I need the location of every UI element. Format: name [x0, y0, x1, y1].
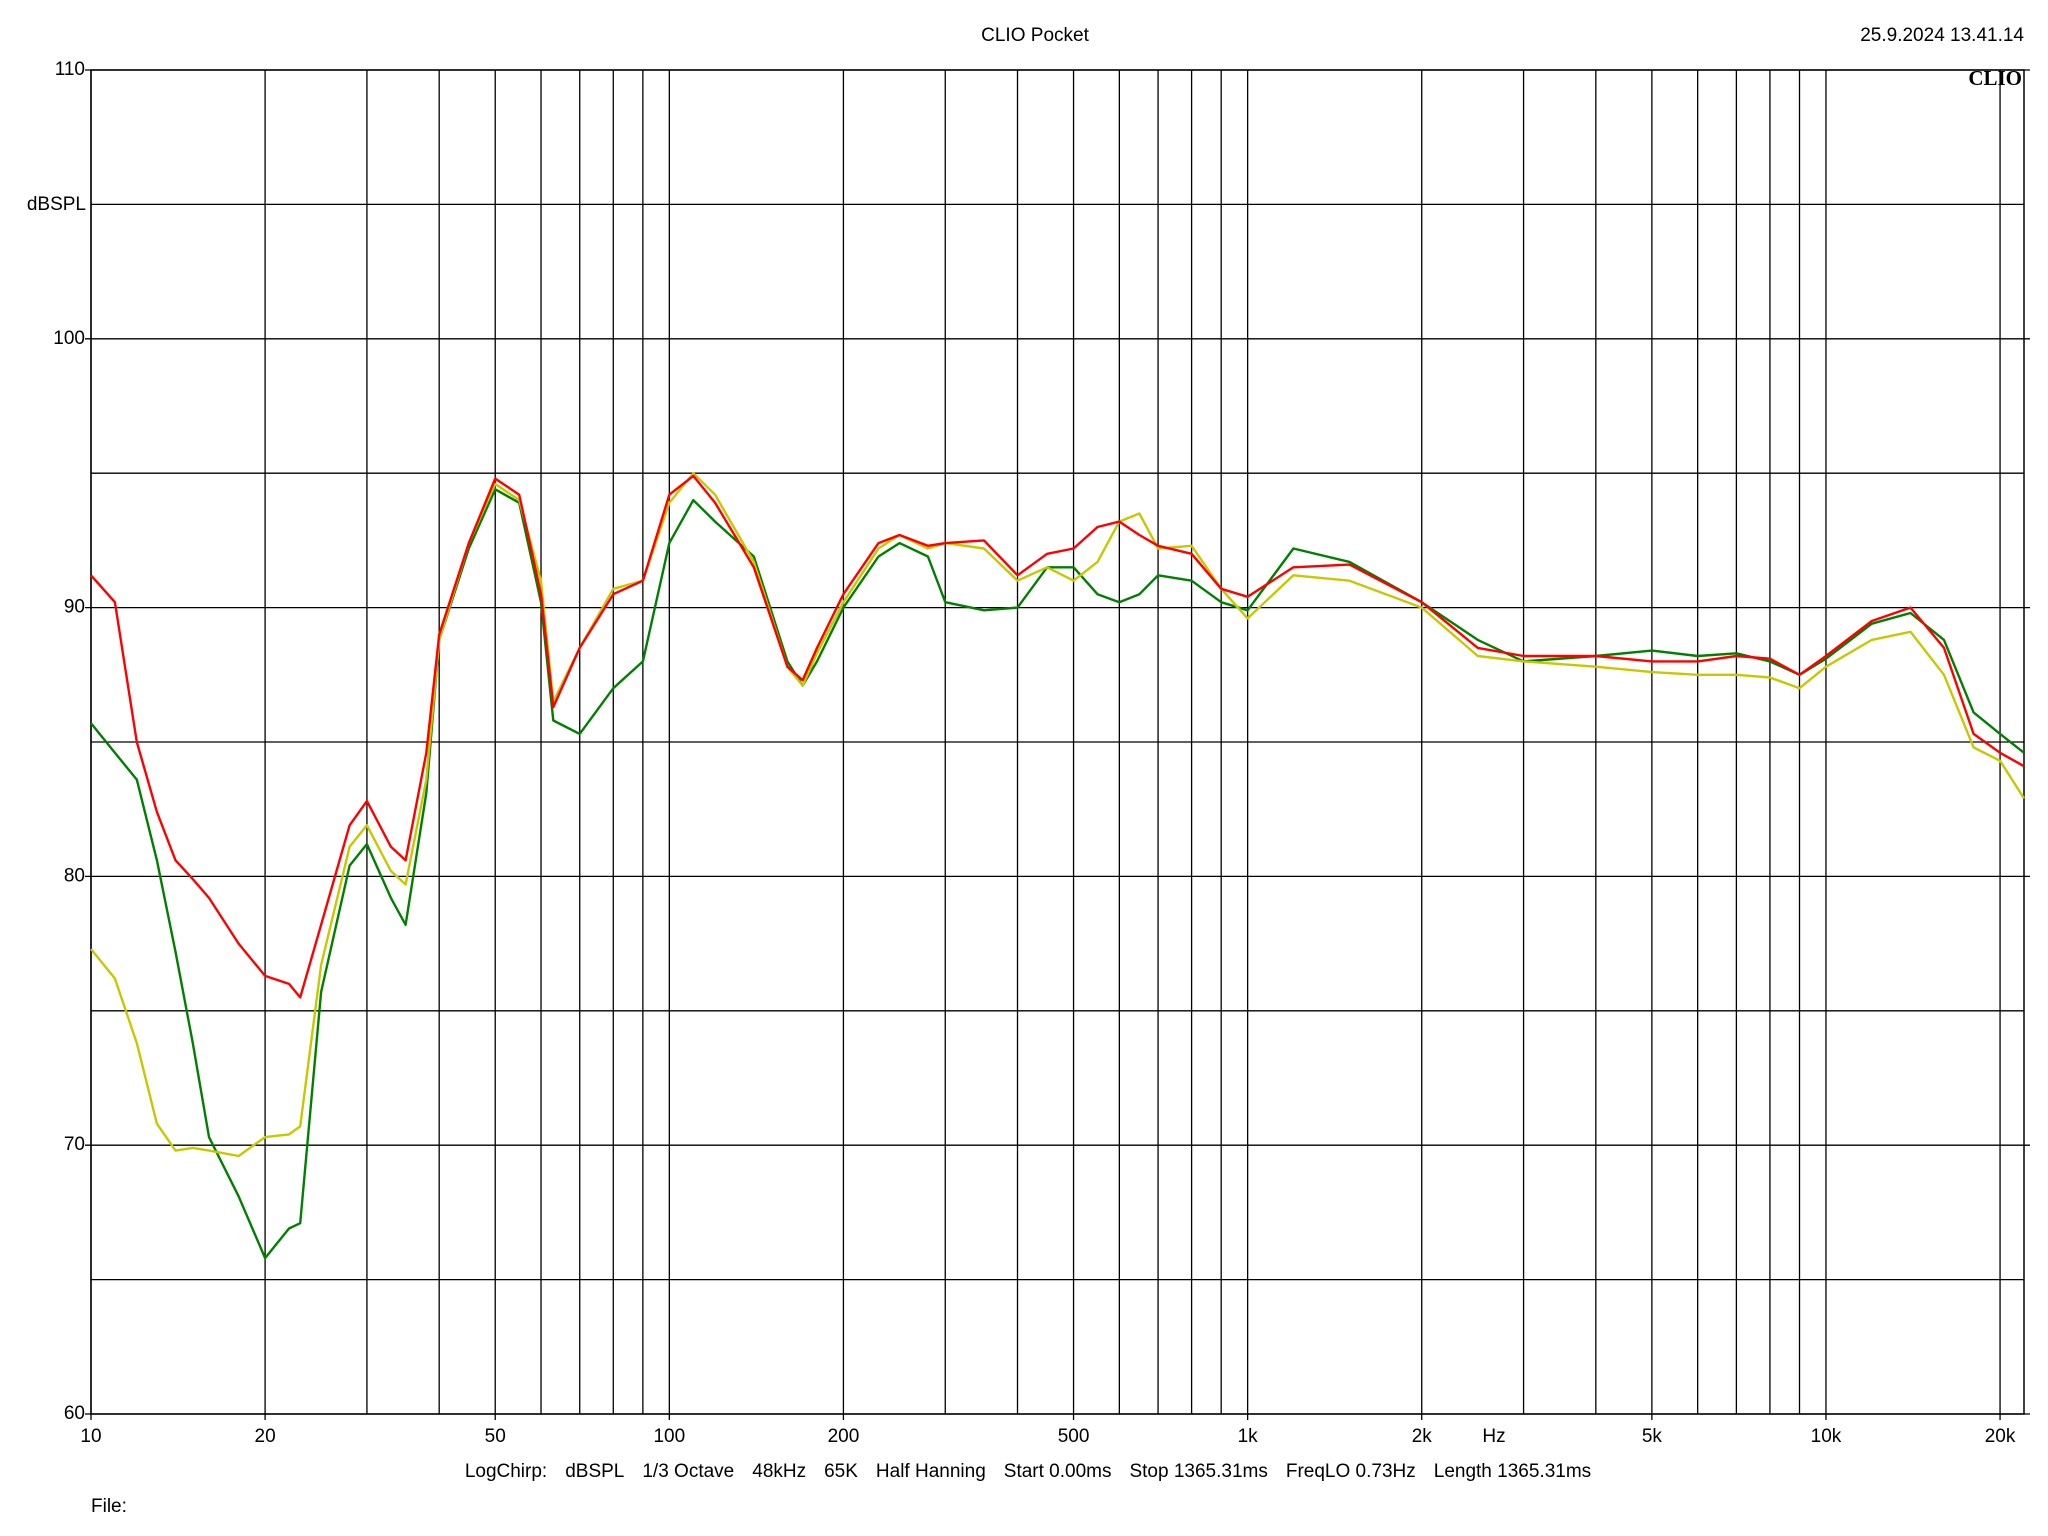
x-tick-label: 100 — [653, 1426, 685, 1447]
x-tick-label: 10 — [80, 1426, 101, 1447]
y-tick-label: 80 — [64, 865, 85, 886]
file-label: File: — [91, 1496, 127, 1517]
y-tick-label: 60 — [64, 1403, 85, 1424]
y-tick-label: 110 — [55, 59, 85, 80]
footer-item: LogChirp: — [465, 1461, 547, 1482]
x-axis-label: Hz — [1482, 1426, 1505, 1447]
x-tick-label: 20 — [255, 1426, 276, 1447]
series-line — [90, 488, 2025, 1260]
chart-title: CLIO Pocket — [981, 25, 1089, 46]
footer-item: FreqLO 0.73Hz — [1286, 1461, 1416, 1482]
footer-item: Half Hanning — [876, 1461, 986, 1482]
footer-item: 65K — [824, 1461, 858, 1482]
footer: LogChirp: dBSPL 1/3 Octave 48kHz 65K Half Han… — [465, 1461, 1591, 1482]
y-tick-label: 70 — [64, 1134, 85, 1155]
plot-frame — [90, 69, 2025, 1415]
footer-item: 48kHz — [752, 1461, 806, 1482]
y-axis-label: dBSPL — [27, 194, 86, 215]
x-tick-label: 500 — [1058, 1426, 1090, 1447]
y-tick-label: 100 — [53, 328, 85, 349]
x-tick-label: 5k — [1642, 1426, 1663, 1447]
x-tick-label: 10k — [1811, 1426, 1842, 1447]
y-tick-label: 90 — [64, 597, 85, 618]
footer-item: dBSPL — [565, 1461, 624, 1482]
x-tick-label: 50 — [485, 1426, 506, 1447]
footer-item: Start 0.00ms — [1004, 1461, 1112, 1482]
series-line — [90, 474, 2025, 999]
footer-item: 1/3 Octave — [642, 1461, 734, 1482]
x-tick-label: 1k — [1238, 1426, 1259, 1447]
series-line — [90, 472, 2026, 1158]
x-tick-label: 20k — [1985, 1426, 2016, 1447]
x-tick-label: 200 — [828, 1426, 860, 1447]
footer-item: Stop 1365.31ms — [1129, 1461, 1267, 1482]
footer-item: Length 1365.31ms — [1434, 1461, 1591, 1482]
x-tick-label: 2k — [1412, 1426, 1433, 1447]
timestamp: 25.9.2024 13.41.14 — [1860, 25, 2024, 46]
